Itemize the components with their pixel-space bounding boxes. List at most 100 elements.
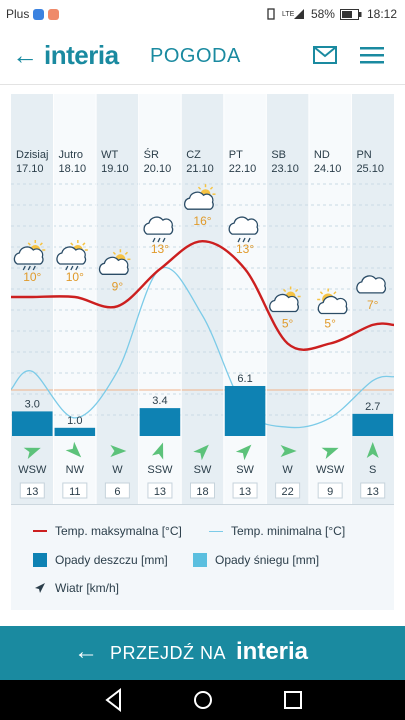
nav-home-icon[interactable] <box>192 688 214 712</box>
rain-drop <box>22 265 26 271</box>
legend-tmax-swatch <box>33 530 47 532</box>
day-name: ND <box>314 149 330 161</box>
legend-tmax: Temp. maksymalna [°C] <box>33 524 182 538</box>
wind-direction-icon <box>65 441 82 458</box>
status-right: LTE 58% 18:12 <box>265 7 397 21</box>
rain-value: 3.4 <box>152 395 167 407</box>
sun-ray <box>39 242 43 246</box>
day-name: CZ <box>186 149 201 161</box>
partly-sunny-icon <box>269 286 301 313</box>
back-arrow-icon: ← <box>74 638 98 665</box>
day-name: PT <box>229 149 243 161</box>
partly-sunny-rain-icon <box>13 240 46 271</box>
partly-sunny-rain-icon <box>56 240 88 271</box>
tmax-line <box>11 239 394 351</box>
rain-drop <box>70 265 74 271</box>
interia-logo[interactable]: interia <box>44 40 119 70</box>
wind-direction-icon <box>23 447 41 460</box>
cloud-shape <box>317 295 348 315</box>
rain-drop <box>75 265 79 271</box>
hamburger-menu-icon[interactable] <box>360 45 384 65</box>
rain-bar <box>352 413 393 436</box>
day-name: PN <box>356 149 371 161</box>
sun-ray <box>197 186 202 190</box>
app-bar: ← interia POGODA <box>0 28 405 85</box>
legend-tmin: Temp. minimalna [°C] <box>209 524 345 538</box>
day-column <box>96 94 139 504</box>
nav-back-icon[interactable] <box>104 688 124 712</box>
wind-speed-box <box>147 482 173 499</box>
tmax-value: 5° <box>324 317 336 331</box>
rain-bar <box>54 427 96 436</box>
wind-speed-box <box>19 482 45 499</box>
cloud-shape <box>143 216 174 235</box>
clock: 18:12 <box>366 7 397 21</box>
go-to-interia-banner[interactable]: ← PRZEJDŹ NA interia <box>0 626 405 680</box>
legend-tmax-label: Temp. maksymalna [°C] <box>55 524 182 538</box>
tmax-value: 16° <box>193 214 211 228</box>
wind-speed-box <box>104 482 130 499</box>
legend-wind-label: Wiatr [km/h] <box>55 581 120 595</box>
day-date: 21.10 <box>186 163 214 175</box>
sunny-icon <box>317 288 348 315</box>
section-title: POGODA <box>150 45 241 67</box>
wind-direction-icon <box>366 442 379 458</box>
wind-arrow-shape <box>193 444 209 461</box>
rain-drop <box>162 237 166 243</box>
day-date: 23.10 <box>271 163 299 175</box>
day-date: 17.10 <box>16 163 44 175</box>
cloud-shape <box>269 293 299 313</box>
legend-snow-label: Opady śniegu [mm] <box>215 553 320 567</box>
wind-speed: 22 <box>281 486 293 498</box>
wind-arrow-shape <box>235 444 252 461</box>
rain-drop <box>237 237 241 243</box>
day-name: Jutro <box>59 149 83 161</box>
rain-drop <box>152 237 156 243</box>
wind-speed-box <box>317 482 343 499</box>
wind-direction: W <box>112 464 123 476</box>
wind-direction-icon <box>151 442 164 460</box>
legend-tmin-swatch <box>209 530 223 532</box>
wind-direction: SW <box>236 464 254 476</box>
day-date: 20.10 <box>144 163 172 175</box>
svg-text:LTE: LTE <box>282 11 295 18</box>
wind-direction-icon <box>235 444 252 461</box>
rain-drop <box>65 265 69 271</box>
legend-tmin-label: Temp. minimalna [°C] <box>231 524 346 538</box>
mail-icon[interactable] <box>313 46 337 64</box>
wind-direction: SSW <box>147 464 173 476</box>
wind-speed-box <box>360 482 386 499</box>
day-name: WT <box>101 149 118 161</box>
legend-wind: Wiatr [km/h] <box>33 581 119 595</box>
back-arrow-icon[interactable]: ← <box>12 40 38 70</box>
partly-sunny-icon <box>184 184 216 210</box>
tmin-line <box>11 266 394 429</box>
sun-ray <box>333 291 337 295</box>
signal-icon: LTE <box>282 9 304 19</box>
day-date: 24.10 <box>314 163 342 175</box>
wind-direction: NW <box>66 464 85 476</box>
partly-sunny-icon <box>98 249 131 275</box>
battery-icon <box>339 8 362 20</box>
day-date: 25.10 <box>356 163 384 175</box>
tmax-value: 5° <box>282 317 294 331</box>
tmax-value: 13° <box>151 242 169 256</box>
wind-direction-icon <box>280 445 297 457</box>
cloud-icon <box>356 275 387 294</box>
cloud-shape <box>228 216 259 235</box>
wind-arrow-shape <box>65 441 82 458</box>
battery-percent: 58% <box>310 7 335 21</box>
wind-speed: 11 <box>69 486 80 498</box>
wind-speed: 9 <box>327 486 333 498</box>
wind-direction: S <box>369 464 376 476</box>
wind-arrow-shape <box>23 447 41 460</box>
nav-recents-icon[interactable] <box>283 688 303 712</box>
wind-speed-box <box>275 482 301 499</box>
vibrate-icon <box>267 8 275 20</box>
wind-arrow-shape <box>110 445 127 457</box>
rain-drop <box>157 237 161 243</box>
wind-arrow-shape <box>280 445 297 457</box>
wind-direction: WSW <box>316 464 345 476</box>
legend-snow: Opady śniegu [mm] <box>193 553 319 567</box>
day-date: 18.10 <box>59 163 87 175</box>
